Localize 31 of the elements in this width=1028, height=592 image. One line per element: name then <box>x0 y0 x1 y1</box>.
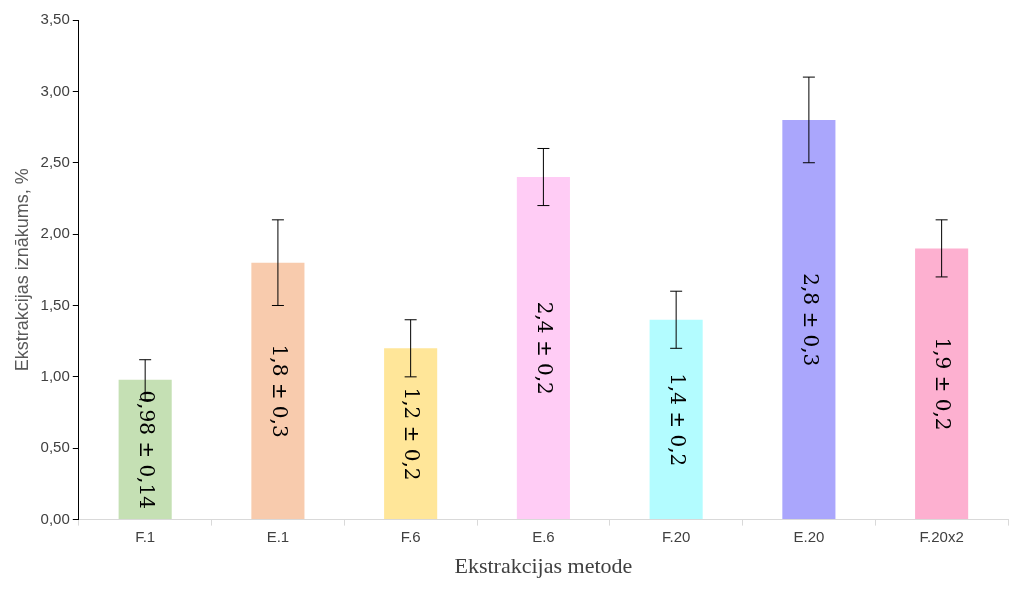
x-tick-label: E.6 <box>532 527 555 545</box>
bar <box>251 262 305 520</box>
x-tick-label: E.1 <box>266 527 290 545</box>
x-tick-label: F.6 <box>400 527 421 545</box>
bar <box>384 348 438 520</box>
y-tick-label: 0,50 <box>40 438 70 456</box>
x-tick-label: F.20x2 <box>919 527 964 545</box>
data-label: 0,98 ± 0,14 <box>134 390 159 509</box>
x-axis-title: Ekstrakcijas metode <box>454 552 633 578</box>
x-tick-label: E.20 <box>793 527 825 545</box>
y-tick-label: 3,00 <box>40 81 70 99</box>
x-tick-label: F.1 <box>135 527 156 545</box>
x-tick-label: F.20 <box>661 527 691 545</box>
data-label: 2,4 ± 0,2 <box>533 301 558 395</box>
bar <box>649 319 703 520</box>
y-tick-label: 2,50 <box>40 152 70 170</box>
y-tick-label: 0,00 <box>40 509 70 527</box>
y-tick-label: 2,00 <box>40 224 70 242</box>
data-label: 1,4 ± 0,2 <box>665 373 690 467</box>
data-label: 1,9 ± 0,2 <box>931 337 956 431</box>
bar <box>782 119 836 520</box>
bar <box>915 248 969 520</box>
data-label: 1,2 ± 0,2 <box>400 387 425 481</box>
y-tick-label: 3,50 <box>40 10 70 28</box>
y-tick-label: 1,00 <box>40 367 70 384</box>
data-label: 1,8 ± 0,3 <box>267 344 292 438</box>
y-axis-title: Ekstrakcijas iznākums, % <box>11 168 32 372</box>
bar <box>118 379 172 520</box>
data-label: 2,8 ± 0,3 <box>798 273 823 367</box>
y-tick-label: 1,50 <box>40 295 70 313</box>
bar <box>516 177 570 520</box>
